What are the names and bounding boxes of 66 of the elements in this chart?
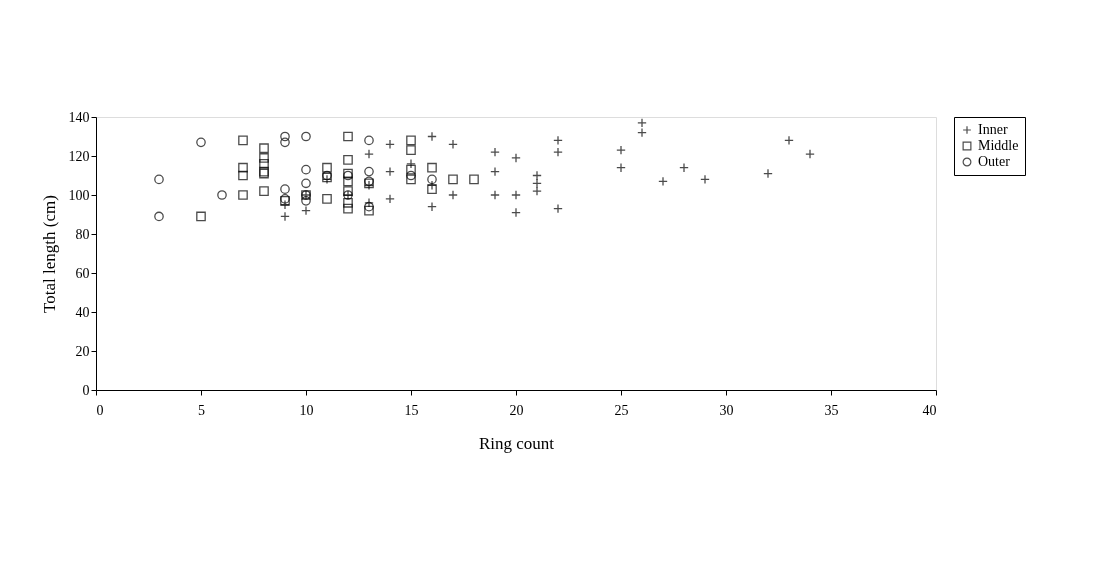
point <box>322 194 332 204</box>
y-tick-label: 80 <box>75 226 90 242</box>
point <box>154 211 164 222</box>
point <box>469 174 479 185</box>
point <box>406 135 416 146</box>
point <box>301 164 311 175</box>
y-tick-label: 40 <box>75 304 90 320</box>
point <box>196 211 206 222</box>
y-tick-label: 100 <box>68 187 90 203</box>
legend-label: Outer <box>978 154 1011 169</box>
point <box>238 190 248 200</box>
point <box>301 178 311 189</box>
x-tick-label: 10 <box>299 402 314 418</box>
point <box>301 196 311 206</box>
point <box>406 164 416 175</box>
legend-label: Middle <box>978 138 1019 153</box>
point <box>406 145 416 155</box>
point <box>406 170 416 181</box>
x-axis-title: Ring count <box>478 433 555 453</box>
point <box>343 176 353 187</box>
point <box>238 162 248 173</box>
point <box>448 174 458 185</box>
point <box>259 158 269 169</box>
point <box>532 170 542 181</box>
point <box>280 131 290 142</box>
point <box>364 205 374 216</box>
point <box>427 174 437 185</box>
point <box>217 190 227 200</box>
point <box>427 162 437 173</box>
x-tick-label: 35 <box>824 402 839 418</box>
point <box>259 153 269 163</box>
point <box>280 137 290 148</box>
point <box>364 201 374 212</box>
point <box>364 166 374 177</box>
point <box>406 174 416 185</box>
x-tick-label: 40 <box>922 402 937 418</box>
point <box>259 143 269 154</box>
point <box>238 135 248 146</box>
point <box>343 203 353 214</box>
point <box>427 131 437 142</box>
point <box>196 137 206 148</box>
y-tick-label: 60 <box>75 265 90 281</box>
point <box>322 162 332 173</box>
point <box>301 131 311 142</box>
point <box>280 184 290 194</box>
x-tick-label: 25 <box>614 402 629 418</box>
y-axis-title: Total length (cm) <box>39 195 59 313</box>
y-tick-label: 120 <box>68 148 90 164</box>
point <box>343 186 353 196</box>
y-tick-label: 0 <box>82 382 90 398</box>
x-tick-label: 20 <box>509 402 524 418</box>
point <box>343 155 353 165</box>
point <box>343 131 353 142</box>
legend-label: Inner <box>978 122 1008 137</box>
y-tick-label: 20 <box>75 343 90 359</box>
point <box>154 174 164 185</box>
point <box>343 197 353 208</box>
point <box>238 170 248 181</box>
y-tick-label: 140 <box>68 109 90 125</box>
x-tick-label: 5 <box>198 402 205 418</box>
x-tick-label: 0 <box>96 402 104 418</box>
x-tick-label: 30 <box>719 402 734 418</box>
x-tick-label: 15 <box>404 402 419 418</box>
point <box>427 184 437 194</box>
point <box>259 186 269 196</box>
point <box>364 135 374 146</box>
